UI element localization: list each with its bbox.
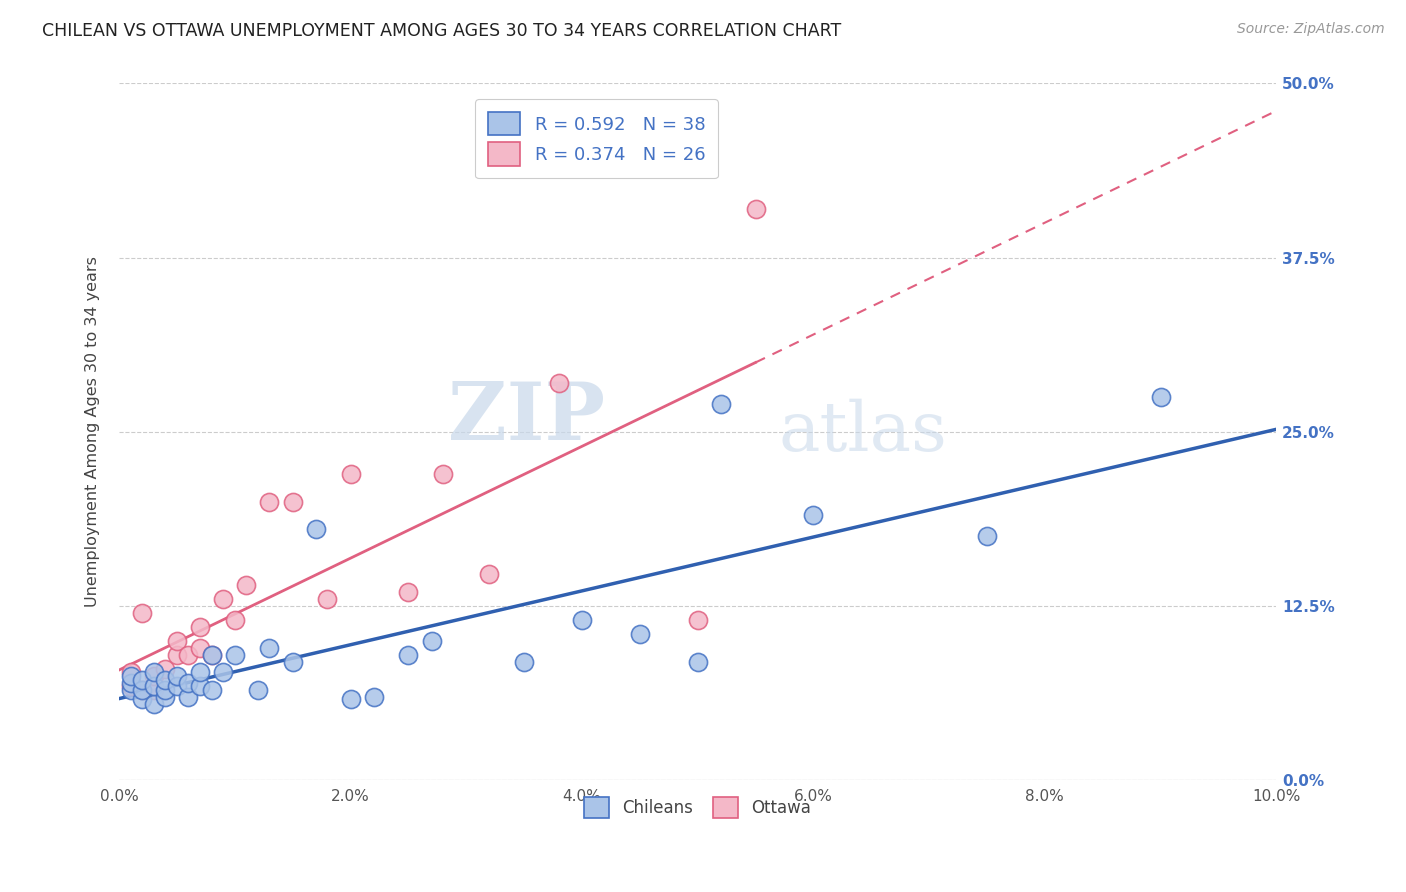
- Point: [155, 662, 177, 676]
- Point: [131, 682, 153, 697]
- Point: [224, 648, 246, 662]
- Point: [281, 655, 304, 669]
- Point: [188, 679, 211, 693]
- Point: [316, 592, 339, 607]
- Point: [396, 585, 419, 599]
- Point: [120, 669, 142, 683]
- Point: [166, 634, 188, 648]
- Point: [710, 397, 733, 411]
- Point: [686, 655, 709, 669]
- Point: [201, 682, 224, 697]
- Point: [513, 655, 536, 669]
- Point: [131, 606, 153, 620]
- Point: [686, 613, 709, 627]
- Point: [201, 648, 224, 662]
- Point: [155, 690, 177, 704]
- Point: [363, 690, 385, 704]
- Point: [803, 508, 825, 523]
- Point: [177, 648, 200, 662]
- Point: [188, 665, 211, 679]
- Point: [432, 467, 454, 481]
- Point: [396, 648, 419, 662]
- Point: [235, 578, 257, 592]
- Point: [305, 523, 328, 537]
- Point: [120, 665, 142, 679]
- Point: [976, 529, 998, 543]
- Point: [131, 692, 153, 706]
- Point: [281, 494, 304, 508]
- Point: [188, 640, 211, 655]
- Point: [259, 494, 281, 508]
- Point: [212, 592, 235, 607]
- Y-axis label: Unemployment Among Ages 30 to 34 years: Unemployment Among Ages 30 to 34 years: [86, 256, 100, 607]
- Point: [177, 690, 200, 704]
- Point: [246, 682, 269, 697]
- Point: [166, 648, 188, 662]
- Point: [547, 376, 569, 390]
- Point: [120, 675, 142, 690]
- Point: [142, 665, 165, 679]
- Point: [188, 620, 211, 634]
- Point: [212, 665, 235, 679]
- Point: [420, 634, 443, 648]
- Point: [259, 640, 281, 655]
- Point: [142, 669, 165, 683]
- Point: [744, 202, 766, 216]
- Point: [201, 648, 224, 662]
- Point: [571, 613, 593, 627]
- Point: [224, 613, 246, 627]
- Text: Source: ZipAtlas.com: Source: ZipAtlas.com: [1237, 22, 1385, 37]
- Point: [166, 679, 188, 693]
- Text: atlas: atlas: [779, 399, 948, 465]
- Point: [120, 679, 142, 693]
- Point: [478, 567, 501, 582]
- Point: [166, 669, 188, 683]
- Legend: Chileans, Ottawa: Chileans, Ottawa: [578, 790, 818, 824]
- Point: [628, 627, 651, 641]
- Point: [142, 682, 165, 697]
- Point: [155, 682, 177, 697]
- Point: [339, 692, 361, 706]
- Point: [155, 673, 177, 687]
- Point: [131, 673, 153, 687]
- Point: [142, 697, 165, 711]
- Point: [131, 682, 153, 697]
- Point: [339, 467, 361, 481]
- Point: [177, 675, 200, 690]
- Text: ZIP: ZIP: [449, 379, 605, 457]
- Point: [120, 682, 142, 697]
- Text: CHILEAN VS OTTAWA UNEMPLOYMENT AMONG AGES 30 TO 34 YEARS CORRELATION CHART: CHILEAN VS OTTAWA UNEMPLOYMENT AMONG AGE…: [42, 22, 841, 40]
- Point: [142, 679, 165, 693]
- Point: [1149, 390, 1171, 404]
